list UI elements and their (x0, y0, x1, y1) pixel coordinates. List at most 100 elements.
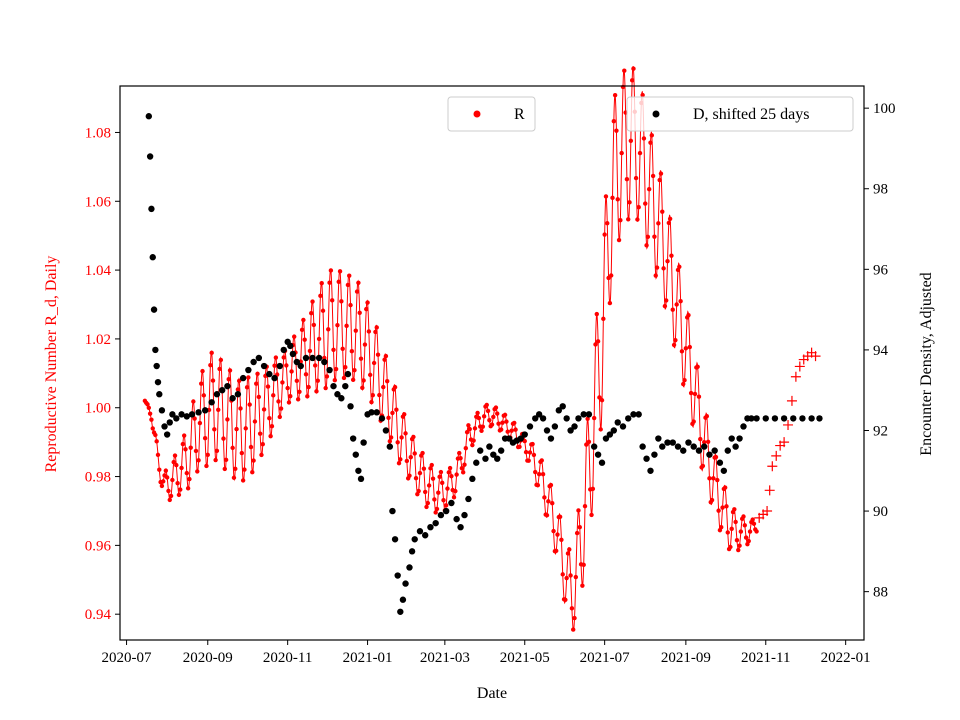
series-d-point (724, 447, 731, 454)
series-r-point (612, 92, 618, 98)
series-d-point (486, 443, 493, 450)
series-r-point (498, 427, 504, 432)
series-r-point (161, 479, 166, 484)
series-r-point (429, 462, 434, 468)
series-r-point (616, 237, 622, 243)
series-r-point (210, 378, 216, 383)
series-d-point (651, 451, 658, 458)
series-r-point (369, 399, 374, 405)
series-r-point (610, 195, 615, 201)
series-r-point (577, 524, 582, 530)
series-r-point (695, 364, 700, 370)
series-r-point (154, 439, 159, 444)
series-r-point (167, 497, 172, 503)
series-r-point (387, 439, 393, 444)
series-r-point (348, 302, 353, 308)
series-r-point (471, 438, 476, 443)
series-r-point (284, 363, 289, 368)
series-r-point (174, 462, 179, 468)
plot-area (120, 86, 864, 640)
series-r-point (656, 221, 661, 226)
series-r-point (145, 402, 150, 407)
series-r-point (544, 513, 550, 518)
right-y-tick-label: 100 (873, 101, 896, 117)
series-d-point (239, 374, 247, 382)
series-d-point (234, 391, 242, 398)
series-r-point (235, 387, 241, 392)
series-r-point (771, 450, 782, 461)
series-r-point (261, 407, 267, 412)
series-r-point (701, 439, 707, 445)
series-r-point (650, 173, 656, 179)
series-r-point (424, 504, 429, 510)
series-d-point (490, 451, 497, 458)
series-d-point (700, 443, 708, 450)
series-r-point (183, 447, 188, 452)
series-r-point (302, 337, 307, 342)
series-r-point (810, 351, 821, 362)
series-r-point (700, 463, 706, 469)
series-r-point (381, 384, 386, 390)
series-r-point (687, 344, 692, 350)
series-r-point (657, 177, 662, 183)
series-r-point (671, 342, 677, 348)
series-r-point (669, 253, 674, 258)
series-r-point (347, 273, 352, 278)
x-tick-label: 2022-01 (821, 650, 871, 666)
series-r-point (243, 426, 248, 431)
series-d-point (152, 346, 159, 354)
series-d-point (740, 423, 747, 430)
series-r-point (362, 342, 368, 347)
series-r-point (213, 457, 218, 463)
series-r-point (164, 475, 170, 480)
series-r-point (460, 470, 466, 475)
series-d-point (188, 411, 196, 418)
legend-d-label: D, shifted 25 days (693, 106, 809, 123)
series-r-point (692, 391, 698, 397)
series-r-point (607, 300, 613, 306)
series-r-point (661, 266, 666, 271)
series-r-point (412, 451, 417, 456)
series-d-point (330, 382, 337, 390)
series-r-point (633, 175, 639, 181)
series-r-point (421, 466, 427, 471)
series-r-point (746, 538, 751, 544)
series-r-point (324, 374, 330, 379)
series-d-point (402, 580, 409, 587)
series-r-point (457, 450, 462, 456)
series-r-point (548, 482, 554, 488)
series-r-point (239, 450, 245, 456)
series-d-point (630, 411, 637, 418)
series-r-point (314, 389, 319, 394)
series-r-point (599, 398, 605, 403)
series-d-point (594, 451, 602, 458)
series-r-point (779, 437, 790, 448)
series-r-point (459, 465, 465, 471)
series-d-point (442, 507, 450, 515)
series-r-point (280, 380, 285, 385)
series-r-point (449, 473, 454, 479)
series-r-point (390, 410, 395, 416)
series-r-point (327, 280, 332, 285)
series-d-point (373, 409, 380, 416)
series-r-point (420, 450, 425, 456)
series-r-point (608, 273, 614, 278)
series-r-point (259, 452, 264, 458)
legend-d-marker (652, 110, 660, 118)
series-d-point (551, 423, 559, 430)
series-d-point (386, 443, 394, 450)
series-r-point (644, 243, 649, 248)
series-r-point (533, 469, 538, 475)
series-d-point (473, 459, 480, 466)
series-r-point (332, 378, 338, 383)
series-r-point (598, 427, 603, 432)
series-r-point (305, 394, 310, 399)
series-d-point (161, 423, 168, 430)
series-r-point (535, 482, 541, 488)
legend-r-label: R (514, 106, 525, 123)
right-y-tick-label: 88 (873, 585, 888, 601)
series-r-point (470, 442, 475, 448)
series-r-point (670, 307, 675, 312)
series-r-point (641, 136, 647, 141)
series-r-point (582, 503, 588, 509)
